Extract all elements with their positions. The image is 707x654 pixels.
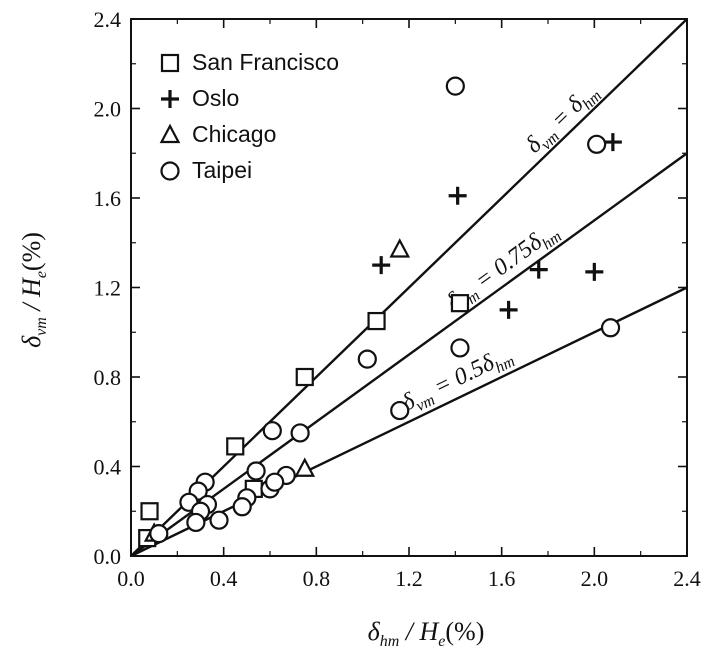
data-point-plus [372, 256, 391, 275]
data-point-square [226, 437, 245, 456]
y-tick-label: 0.0 [94, 544, 122, 569]
data-point-circle [357, 349, 377, 369]
data-point-plus [585, 262, 604, 281]
y-tick-label: 2.4 [94, 7, 122, 32]
data-point-square [295, 367, 314, 387]
data-point-circle [186, 512, 206, 533]
y-tick-label: 1.6 [94, 186, 122, 211]
x-tick-label: 0.0 [117, 566, 145, 591]
reference-line [130, 18, 688, 557]
reference-line [130, 286, 688, 558]
data-point-plus [603, 133, 622, 152]
data-point-circle [290, 423, 310, 443]
data-points [138, 76, 622, 548]
y-tick-label: 1.2 [94, 276, 122, 301]
data-point-triangle [294, 457, 316, 477]
data-point-circle [600, 318, 621, 338]
data-point-circle [262, 421, 282, 441]
x-axis-label: δhm / He(%) [368, 617, 485, 650]
data-point-plus [529, 260, 548, 279]
data-point-circle [246, 461, 266, 481]
y-tick-label: 0.4 [94, 455, 122, 480]
x-tick-label: 1.2 [395, 566, 423, 591]
legend-marker-circle [160, 161, 180, 181]
x-tick-label: 0.8 [303, 566, 331, 591]
x-tick-label: 0.4 [210, 566, 238, 591]
data-point-circle [390, 400, 410, 421]
data-point-circle [587, 134, 607, 154]
legend-marker-square [160, 53, 180, 73]
data-point-circle [209, 510, 229, 530]
x-tick-label: 2.4 [673, 566, 701, 591]
data-point-triangle [389, 238, 411, 258]
data-point-plus [499, 300, 518, 319]
y-axis-label: δvm / He(%) [17, 232, 50, 348]
legend-label: Chicago [192, 121, 276, 147]
y-tick-label: 0.8 [94, 365, 122, 390]
data-point-circle [232, 497, 252, 517]
legend-label: San Francisco [192, 49, 339, 75]
data-point-plus [448, 186, 467, 205]
legend: San Francisco Oslo Chicago Taipei [159, 49, 339, 183]
axis-ticks: 0.0 0.4 0.8 1.2 1.6 2.0 2.4 0.0 0.4 0.8 1.2 1.6 2.0 2… [94, 7, 701, 591]
reference-line [130, 152, 688, 557]
legend-marker-triangle [159, 123, 181, 144]
data-point-circle [450, 338, 470, 358]
x-tick-label: 1.6 [488, 566, 516, 591]
data-point-circle [445, 76, 465, 96]
data-point-square [367, 311, 386, 331]
legend-label: Taipei [192, 157, 252, 183]
x-tick-label: 2.0 [581, 566, 609, 591]
data-point-square [140, 502, 159, 521]
y-tick-label: 2.0 [94, 97, 122, 122]
legend-marker-plus [161, 90, 179, 108]
legend-label: Oslo [192, 85, 239, 111]
data-point-square [450, 294, 470, 313]
data-point-circle [265, 472, 285, 492]
data-point-circle [149, 524, 169, 544]
